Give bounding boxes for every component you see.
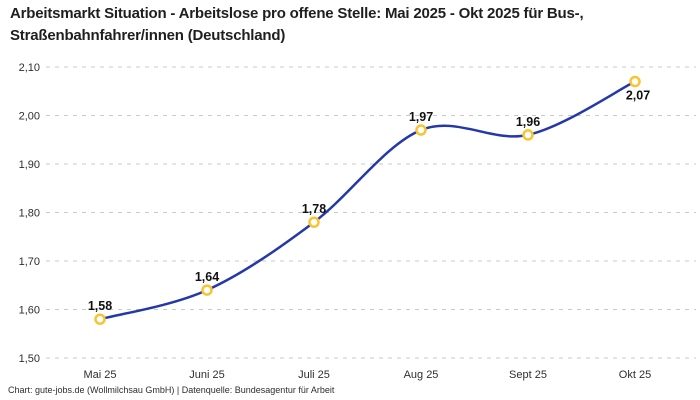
x-axis-tick-label: Sept 25 bbox=[509, 369, 547, 381]
data-point bbox=[415, 124, 427, 136]
data-point bbox=[94, 313, 106, 325]
data-point-label: 1,97 bbox=[409, 110, 433, 124]
x-axis-tick-label: Mai 25 bbox=[83, 369, 116, 381]
y-axis-tick-label: 1,50 bbox=[19, 353, 40, 365]
data-point-label: 1,96 bbox=[516, 115, 540, 129]
data-point bbox=[522, 129, 534, 141]
y-axis-tick-label: 1,70 bbox=[19, 256, 40, 268]
data-point-label: 1,64 bbox=[195, 270, 219, 284]
y-axis-tick-label: 1,90 bbox=[19, 159, 40, 171]
data-point bbox=[308, 216, 320, 228]
chart-title-line-1: Arbeitsmarkt Situation - Arbeitslose pro… bbox=[10, 5, 584, 22]
x-axis-tick-label: Okt 25 bbox=[619, 369, 651, 381]
data-point bbox=[629, 75, 641, 88]
x-axis-tick-label: Juli 25 bbox=[298, 369, 330, 381]
y-axis-tick-label: 1,80 bbox=[19, 208, 40, 220]
data-line bbox=[98, 80, 637, 321]
y-axis-tick-label: 2,00 bbox=[19, 111, 40, 123]
x-axis-tick-label: Aug 25 bbox=[404, 369, 439, 381]
data-point bbox=[201, 284, 213, 296]
data-point-label: 2,07 bbox=[626, 89, 650, 103]
data-point-label: 1,58 bbox=[88, 299, 112, 313]
chart-title-line-2: Straßenbahnfahrer/innen (Deutschland) bbox=[10, 27, 286, 44]
chart-title: Arbeitsmarkt Situation - Arbeitslose pro… bbox=[10, 3, 686, 47]
y-axis-tick-label: 1,60 bbox=[19, 305, 40, 317]
y-axis-tick-label: 2,10 bbox=[19, 62, 40, 74]
data-point-label: 1,78 bbox=[302, 202, 326, 216]
chart-attribution: Chart: gute-jobs.de (Wollmilchsau GmbH) … bbox=[8, 385, 335, 395]
x-axis-tick-label: Juni 25 bbox=[189, 369, 224, 381]
